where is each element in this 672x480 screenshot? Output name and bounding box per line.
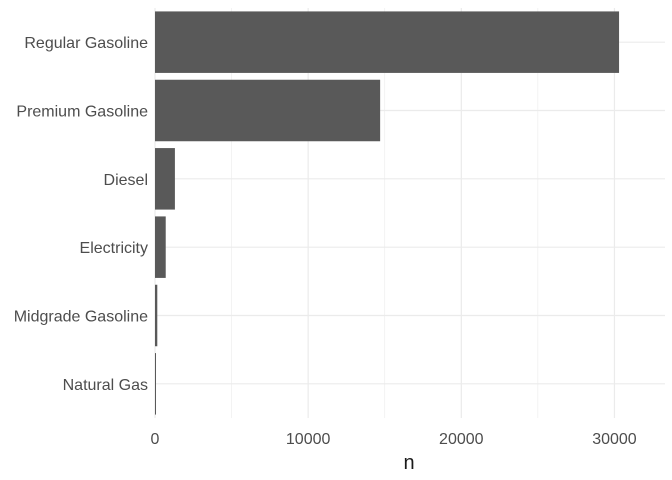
category-label: Regular Gasoline	[24, 35, 148, 52]
category-labels: Regular Gasoline Premium Gasoline Diesel El…	[14, 35, 148, 394]
bar-regular-gasoline	[155, 11, 620, 73]
bar-electricity	[155, 216, 166, 278]
category-label: Diesel	[104, 172, 148, 189]
x-axis-title: n	[403, 452, 414, 474]
category-label: Premium Gasoline	[16, 104, 148, 121]
x-tick-label: 20000	[439, 431, 484, 448]
bar-natural-gas	[155, 353, 156, 415]
category-label: Natural Gas	[63, 377, 148, 394]
x-tick-label: 10000	[286, 431, 331, 448]
x-tick-labels: 0 10000 20000 30000	[151, 431, 637, 448]
bar-midgrade-gasoline	[155, 284, 158, 347]
bar-premium-gasoline	[155, 79, 381, 142]
x-tick-label: 30000	[592, 431, 637, 448]
x-tick-label: 0	[151, 431, 160, 448]
category-label: Midgrade Gasoline	[14, 309, 148, 326]
bars	[155, 11, 620, 415]
bar-diesel	[155, 148, 175, 210]
category-label: Electricity	[80, 240, 148, 257]
grid-lines	[154, 8, 665, 418]
